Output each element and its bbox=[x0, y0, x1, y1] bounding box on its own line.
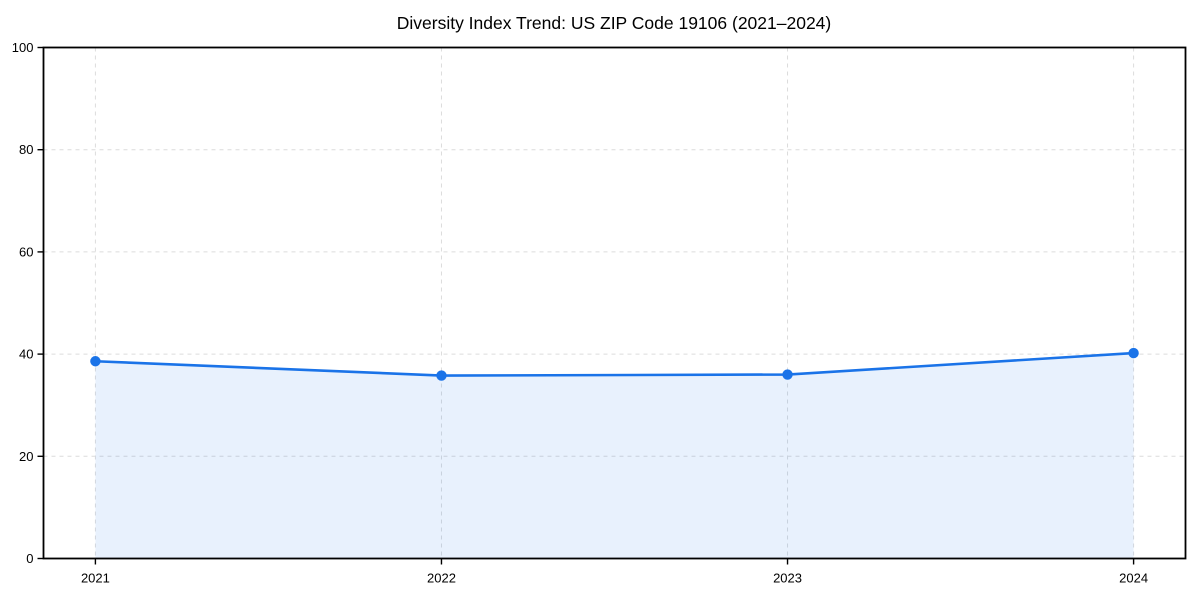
y-tick-label: 80 bbox=[19, 142, 33, 157]
data-point bbox=[436, 370, 447, 381]
x-tick-label: 2021 bbox=[81, 571, 110, 586]
x-tick-label: 2024 bbox=[1119, 571, 1148, 586]
area-fill bbox=[95, 353, 1134, 559]
y-tick-label: 0 bbox=[26, 551, 33, 566]
data-point bbox=[1128, 347, 1139, 359]
tick-marks bbox=[37, 46, 1135, 565]
x-tick-label: 2023 bbox=[773, 571, 802, 586]
y-tick-label: 60 bbox=[19, 244, 33, 259]
data-point bbox=[90, 356, 101, 367]
tick-labels: 0 20 40 60 80 100 2021 2022 2023 2024 bbox=[12, 40, 1148, 586]
y-tick-label: 100 bbox=[12, 40, 34, 55]
y-tick-label: 40 bbox=[19, 347, 33, 362]
trend-line bbox=[94, 351, 1135, 377]
axis-frame bbox=[42, 46, 1187, 560]
grid-lines bbox=[43, 47, 1186, 559]
data-points bbox=[90, 347, 1139, 381]
chart-title: Diversity Index Trend: US ZIP Code 19106… bbox=[396, 13, 832, 33]
y-tick-label: 20 bbox=[19, 449, 33, 464]
x-tick-label: 2022 bbox=[427, 571, 456, 586]
data-point bbox=[782, 369, 793, 380]
